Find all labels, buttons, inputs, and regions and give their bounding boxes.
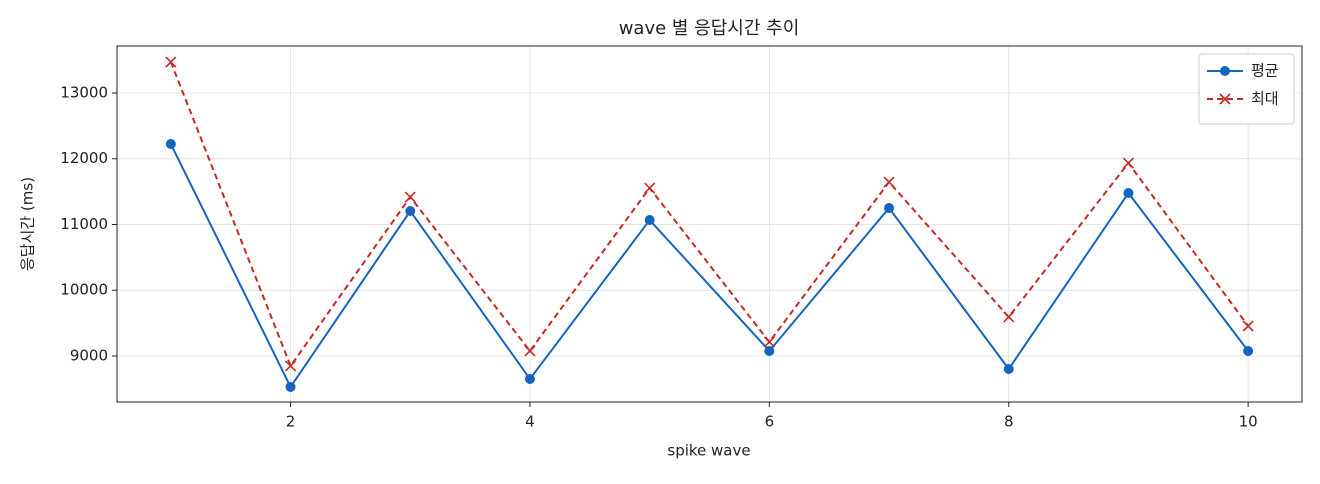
legend-label: 최대 bbox=[1251, 90, 1279, 108]
x-tick-label: 2 bbox=[286, 413, 296, 431]
marker bbox=[284, 360, 297, 372]
x-tick-label: 6 bbox=[765, 413, 775, 431]
plot-frame bbox=[116, 45, 1303, 403]
series-line bbox=[169, 143, 1249, 389]
marker bbox=[285, 381, 296, 392]
y-tick-label: 12000 bbox=[60, 149, 108, 167]
marker bbox=[883, 176, 895, 188]
legend-label: 평균 bbox=[1251, 62, 1279, 80]
x-axis-label: spike wave bbox=[667, 442, 750, 460]
marker bbox=[524, 373, 535, 384]
marker bbox=[644, 215, 655, 226]
chart-title: wave 별 응답시간 추이 bbox=[619, 18, 800, 39]
y-tick-label: 9000 bbox=[70, 346, 108, 364]
marker bbox=[165, 139, 176, 150]
y-tick-label: 13000 bbox=[60, 84, 108, 102]
marker bbox=[524, 345, 536, 357]
marker bbox=[1122, 157, 1135, 169]
y-tick-label: 10000 bbox=[60, 281, 108, 299]
x-tick-label: 8 bbox=[1004, 413, 1014, 431]
marker bbox=[1123, 188, 1134, 199]
x-tick-label: 10 bbox=[1239, 413, 1258, 431]
marker bbox=[405, 206, 416, 217]
marker bbox=[644, 182, 656, 194]
marker bbox=[1242, 320, 1254, 332]
marker bbox=[884, 202, 895, 213]
marker bbox=[1003, 363, 1014, 374]
marker bbox=[404, 191, 416, 203]
marker bbox=[165, 56, 177, 68]
marker bbox=[764, 345, 775, 356]
marker bbox=[1003, 311, 1015, 323]
marker bbox=[1220, 66, 1230, 76]
marker bbox=[763, 336, 775, 348]
y-tick-label: 11000 bbox=[60, 215, 108, 233]
marker bbox=[1219, 93, 1231, 105]
x-tick-label: 4 bbox=[525, 413, 535, 431]
y-axis-label: 응답시간 (ms) bbox=[19, 177, 37, 271]
series-line bbox=[169, 61, 1249, 369]
legend-box bbox=[1198, 53, 1295, 125]
marker bbox=[1243, 345, 1254, 356]
